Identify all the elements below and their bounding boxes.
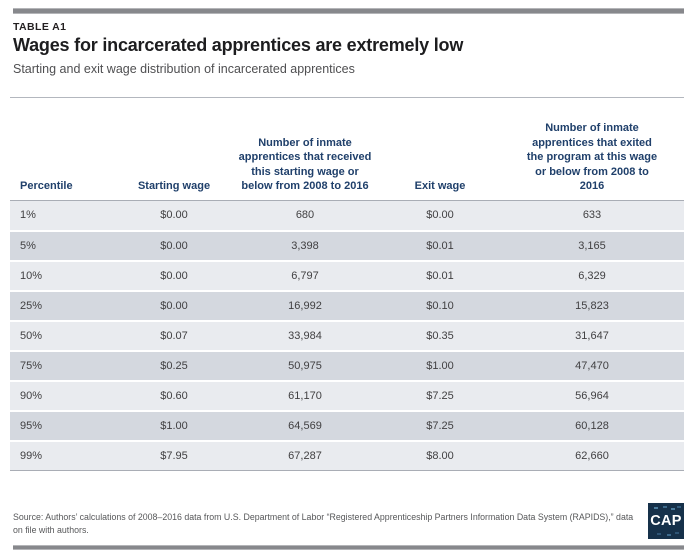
top-divider-bar	[13, 8, 684, 14]
value-cell: 16,992	[230, 290, 380, 322]
value-cell: $0.00	[118, 200, 230, 232]
table-row: 10% $0.00 6,797 $0.01 6,329	[10, 260, 684, 292]
value-cell: $0.00	[118, 230, 230, 262]
column-header-starting-count: Number of inmate apprentices that receiv…	[230, 97, 380, 201]
value-cell: $1.00	[118, 410, 230, 442]
value-cell: $0.10	[380, 290, 500, 322]
value-cell: 633	[500, 200, 684, 232]
value-cell: $7.95	[118, 440, 230, 471]
value-cell: 33,984	[230, 320, 380, 352]
column-header-exit-count: Number of inmate apprentices that exited…	[500, 97, 684, 201]
wage-distribution-table: Percentile Starting wage Number of inmat…	[10, 97, 684, 471]
percentile-cell: 99%	[10, 440, 118, 471]
value-cell: 56,964	[500, 380, 684, 412]
value-cell: 31,647	[500, 320, 684, 352]
value-cell: $1.00	[380, 350, 500, 382]
value-cell: 680	[230, 200, 380, 232]
table-row: 99% $7.95 67,287 $8.00 62,660	[10, 440, 684, 471]
table-row: 95% $1.00 64,569 $7.25 60,128	[10, 410, 684, 442]
page-subtitle: Starting and exit wage distribution of i…	[13, 62, 355, 76]
value-cell: $0.07	[118, 320, 230, 352]
column-header-percentile: Percentile	[10, 97, 118, 201]
column-header-exit-wage: Exit wage	[380, 97, 500, 201]
column-header-starting-wage: Starting wage	[118, 97, 230, 201]
percentile-cell: 25%	[10, 290, 118, 322]
percentile-cell: 1%	[10, 200, 118, 232]
table-row: 5% $0.00 3,398 $0.01 3,165	[10, 230, 684, 262]
value-cell: 62,660	[500, 440, 684, 471]
table-row: 25% $0.00 16,992 $0.10 15,823	[10, 290, 684, 322]
table-row: 90% $0.60 61,170 $7.25 56,964	[10, 380, 684, 412]
value-cell: $0.60	[118, 380, 230, 412]
bottom-divider-bar	[13, 545, 684, 550]
page-title: Wages for incarcerated apprentices are e…	[13, 35, 464, 55]
value-cell: $7.25	[380, 410, 500, 442]
percentile-cell: 5%	[10, 230, 118, 262]
percentile-cell: 50%	[10, 320, 118, 352]
source-note: Source: Authors’ calculations of 2008–20…	[13, 512, 634, 536]
value-cell: 61,170	[230, 380, 380, 412]
value-cell: $8.00	[380, 440, 500, 471]
value-cell: $0.00	[118, 290, 230, 322]
table-row: 1% $0.00 680 $0.00 633	[10, 200, 684, 232]
value-cell: 3,165	[500, 230, 684, 262]
cap-logo-text: CAP	[650, 513, 682, 529]
percentile-cell: 95%	[10, 410, 118, 442]
value-cell: 47,470	[500, 350, 684, 382]
table-label: TABLE A1	[13, 21, 67, 33]
value-cell: 64,569	[230, 410, 380, 442]
table-row: 50% $0.07 33,984 $0.35 31,647	[10, 320, 684, 352]
value-cell: 3,398	[230, 230, 380, 262]
percentile-cell: 90%	[10, 380, 118, 412]
value-cell: 6,797	[230, 260, 380, 292]
value-cell: $0.01	[380, 230, 500, 262]
table-header-row: Percentile Starting wage Number of inmat…	[10, 97, 684, 201]
value-cell: 60,128	[500, 410, 684, 442]
cap-logo: CAP	[648, 503, 684, 539]
value-cell: $0.01	[380, 260, 500, 292]
value-cell: $0.00	[118, 260, 230, 292]
value-cell: 67,287	[230, 440, 380, 471]
value-cell: $0.00	[380, 200, 500, 232]
value-cell: $0.25	[118, 350, 230, 382]
value-cell: 50,975	[230, 350, 380, 382]
percentile-cell: 10%	[10, 260, 118, 292]
value-cell: 15,823	[500, 290, 684, 322]
value-cell: $7.25	[380, 380, 500, 412]
data-table: Percentile Starting wage Number of inmat…	[10, 97, 684, 471]
table-row: 75% $0.25 50,975 $1.00 47,470	[10, 350, 684, 382]
table-body: 1% $0.00 680 $0.00 633 5% $0.00 3,398 $0.01 3,165…	[10, 200, 684, 471]
value-cell: $0.35	[380, 320, 500, 352]
value-cell: 6,329	[500, 260, 684, 292]
percentile-cell: 75%	[10, 350, 118, 382]
